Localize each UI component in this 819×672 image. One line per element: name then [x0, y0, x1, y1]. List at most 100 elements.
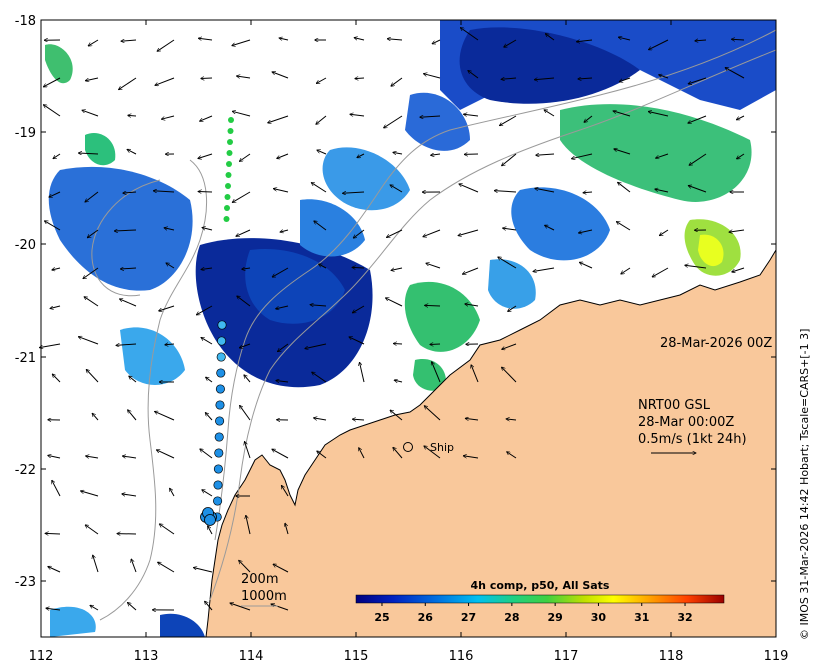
current-vector — [198, 38, 213, 40]
track-marker — [213, 480, 223, 490]
track-marker — [213, 496, 223, 506]
track-marker — [217, 336, 227, 346]
current-vector — [122, 456, 137, 458]
track-dot — [224, 194, 231, 200]
current-vector — [545, 225, 555, 231]
lon-tick: 116 — [449, 649, 474, 664]
current-vector — [387, 229, 403, 237]
current-vector — [579, 262, 593, 269]
current-vector — [232, 39, 251, 46]
current-vector — [695, 40, 707, 41]
date-label: 28-Mar-2026 00Z — [660, 336, 772, 351]
lat-tick: -22 — [15, 463, 36, 478]
legend-line-scale: 0.5m/s (1kt 24h) — [638, 432, 747, 447]
current-vector — [46, 608, 61, 610]
current-vector — [535, 188, 555, 193]
current-vector — [357, 153, 365, 158]
current-vector — [120, 268, 137, 269]
current-vector — [90, 605, 99, 611]
current-vector — [618, 37, 631, 41]
current-vector — [648, 112, 669, 117]
current-vector — [616, 222, 631, 231]
plot-frame — [40, 19, 777, 638]
current-vector — [92, 413, 99, 421]
current-vector — [86, 369, 99, 383]
track-marker — [215, 384, 225, 394]
current-vector — [534, 78, 555, 80]
current-vector — [48, 455, 61, 459]
current-vector — [460, 28, 479, 41]
current-vector — [430, 344, 441, 345]
colorbar-tick-label: 27 — [461, 611, 476, 624]
current-vector — [506, 419, 517, 420]
current-vector — [688, 77, 707, 84]
bathymetry-1000m — [209, 49, 776, 601]
current-vector — [52, 268, 61, 270]
current-vector — [423, 229, 441, 237]
track-dot — [226, 161, 232, 167]
current-vector — [127, 149, 137, 155]
current-vector — [82, 110, 99, 117]
current-vector — [655, 189, 669, 193]
current-vector — [360, 362, 365, 383]
current-vector — [465, 304, 479, 307]
current-vector — [314, 221, 327, 231]
current-vector — [43, 77, 61, 87]
current-vector — [271, 604, 289, 611]
lon-tick: 118 — [659, 649, 684, 664]
current-vector — [205, 601, 213, 611]
current-vector — [164, 228, 175, 230]
current-vector — [205, 413, 213, 421]
current-vector — [237, 296, 251, 307]
current-vector — [498, 257, 517, 269]
current-vector — [618, 182, 631, 193]
current-vector — [685, 265, 707, 269]
current-vector — [128, 603, 137, 611]
current-vector — [649, 39, 669, 50]
current-vector — [583, 192, 593, 193]
current-vector — [544, 110, 555, 117]
colorbar-tick-label: 25 — [374, 611, 389, 624]
current-vector — [239, 153, 251, 161]
current-vector — [49, 191, 61, 197]
current-vector — [736, 115, 745, 120]
latitude-axis: -18 -19 -20 -21 -22 -23 — [15, 14, 776, 590]
current-vector — [272, 449, 289, 459]
current-vector — [170, 488, 175, 497]
current-vector — [281, 485, 289, 497]
current-vector — [390, 185, 403, 193]
current-vector — [159, 305, 175, 311]
current-vector — [153, 191, 175, 192]
current-vector — [343, 192, 365, 193]
current-vector — [349, 337, 365, 345]
current-vector — [84, 297, 99, 307]
current-vector — [432, 362, 441, 383]
current-vector — [387, 39, 403, 40]
current-vector — [201, 337, 213, 345]
current-vector — [273, 189, 289, 193]
current-vector — [504, 39, 517, 47]
current-vector — [502, 343, 517, 349]
track-dot — [226, 150, 233, 156]
colorbar-tick-label: 26 — [418, 611, 434, 624]
current-vector — [44, 221, 61, 231]
track-marker — [216, 352, 226, 362]
current-vector — [305, 343, 327, 349]
current-vector — [500, 115, 517, 126]
current-vector — [350, 114, 365, 116]
current-vector — [129, 376, 137, 383]
current-vector — [232, 111, 251, 117]
current-vector — [420, 116, 441, 117]
colorbar-tick-label: 30 — [591, 611, 607, 624]
credit-text: © IMOS 31-Mar-2026 14:42 Hobart; Tscale=… — [798, 329, 811, 640]
drifter-track — [200, 117, 234, 526]
current-vector — [158, 562, 175, 573]
lon-tick: 113 — [134, 649, 159, 664]
current-vector — [272, 72, 289, 79]
lat-tick: -18 — [15, 14, 36, 29]
current-vector — [314, 418, 327, 421]
current-vector — [572, 153, 593, 159]
current-vector — [536, 154, 555, 155]
current-vector — [239, 343, 251, 348]
track-dot — [225, 172, 232, 178]
